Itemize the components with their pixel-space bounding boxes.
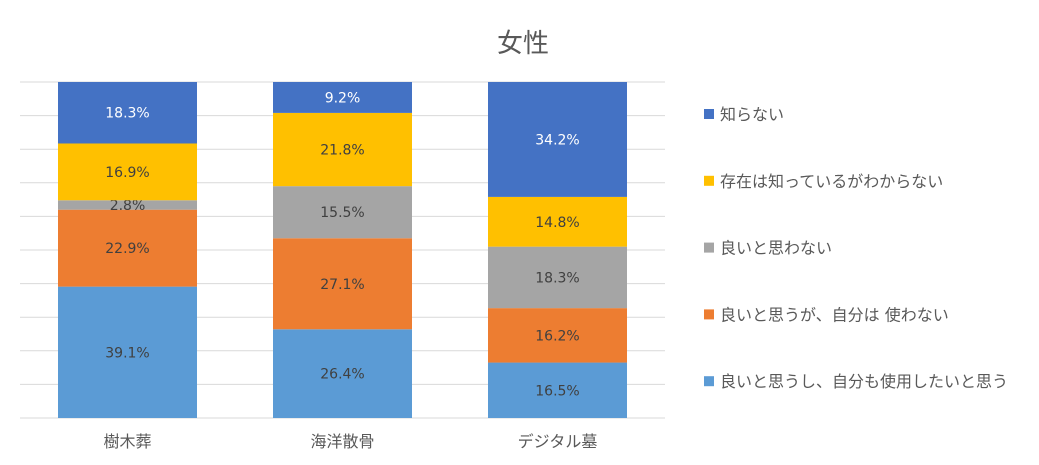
legend-item: 良いと思うし、自分も使用したいと思う [704,372,1008,391]
bar-segment [488,82,627,197]
data-label: 9.2% [325,90,361,106]
bar-segment [273,112,412,187]
legend-label: 知らない [720,105,784,124]
data-label: 21.8% [320,143,364,159]
bar-segment [488,196,627,247]
legend-swatch [704,175,714,186]
bars: 39.1% 22.9% 2.8% 16.9% 18.3% 26.4% 27.1% 15.5% 2… [58,82,627,418]
data-label: 14.8% [535,215,579,231]
legend-swatch [704,109,714,119]
bar-segment [58,143,197,201]
x-axis-labels: 樹木葬 海洋散骨 デジタル墓 [103,432,597,451]
data-label: 18.3% [105,106,149,122]
bar-segment [273,186,412,239]
data-label: 22.9% [105,241,149,257]
data-label: 15.5% [320,205,364,221]
data-label: 27.1% [320,277,364,293]
bar-segment [273,82,412,113]
bar-segment [488,308,627,363]
legend-item: 良いと思わない [704,239,832,258]
x-tick-label: 樹木葬 [103,432,151,451]
bar-segment [488,246,627,309]
legend-label: 良いと思うが、自分は 使わない [720,305,949,324]
legend-swatch [704,242,714,253]
legend-item: 存在は知っているがわからない [704,172,943,191]
data-label: 18.3% [535,270,579,286]
data-label: 2.8% [110,198,146,214]
bar-segment [273,238,412,330]
legend-swatch [704,309,714,320]
bar-segment [58,286,197,418]
legend-swatch [704,376,714,387]
data-label: 39.1% [105,345,149,361]
legend-label: 良いと思わない [720,239,832,258]
legend-item: 良いと思うが、自分は 使わない [704,305,949,324]
bar-segment [58,82,197,144]
data-label: 16.2% [535,328,579,344]
bar-segment [488,362,627,418]
x-tick-label: デジタル墓 [518,432,598,451]
bar-segment [273,329,412,418]
legend-label: 存在は知っているがわからない [720,172,943,191]
legend-item: 知らない [704,105,784,124]
data-label: 34.2% [535,132,579,148]
bar-segment [58,209,197,287]
legend-label: 良いと思うし、自分も使用したいと思う [720,372,1008,391]
chart-title: 女性 [497,29,549,59]
data-label: 26.4% [320,367,364,383]
data-label: 16.5% [535,383,579,399]
x-tick-label: 海洋散骨 [310,432,374,451]
bar-segment [58,200,197,210]
data-label: 16.9% [105,165,149,181]
